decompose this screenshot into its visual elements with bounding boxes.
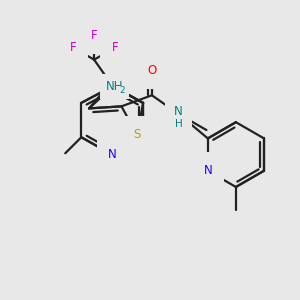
- Text: H: H: [175, 119, 182, 129]
- Text: F: F: [112, 41, 119, 54]
- Text: 2: 2: [119, 86, 125, 95]
- Text: F: F: [70, 41, 76, 54]
- Text: O: O: [147, 64, 157, 77]
- Text: NH: NH: [106, 80, 123, 93]
- Text: N: N: [203, 164, 212, 177]
- Text: F: F: [91, 29, 98, 42]
- Text: N: N: [174, 105, 183, 119]
- Text: S: S: [134, 128, 141, 141]
- Text: N: N: [108, 148, 117, 161]
